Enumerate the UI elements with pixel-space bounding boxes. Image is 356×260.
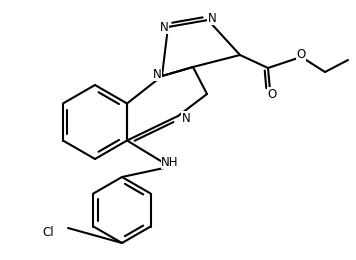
Text: NH: NH bbox=[161, 155, 179, 168]
Text: O: O bbox=[267, 88, 277, 101]
Text: N: N bbox=[182, 112, 190, 125]
Text: N: N bbox=[208, 11, 216, 24]
Text: Cl: Cl bbox=[42, 225, 54, 238]
Text: O: O bbox=[297, 48, 305, 61]
Text: N: N bbox=[153, 68, 161, 81]
Text: N: N bbox=[159, 21, 168, 34]
